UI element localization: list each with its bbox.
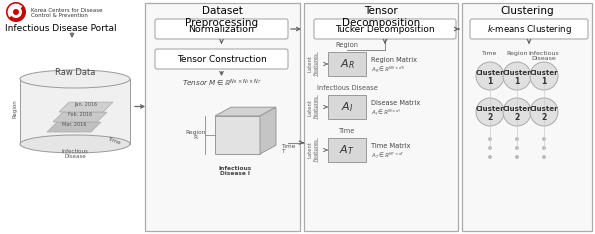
Text: $A_I \in \mathbb{R}^{N_I\times d_I}$: $A_I \in \mathbb{R}^{N_I\times d_I}$ xyxy=(371,108,401,118)
Text: Tensor $M \in \mathbb{R}^{N_R \times N_I \times N_T}$: Tensor $M \in \mathbb{R}^{N_R \times N_I… xyxy=(182,78,262,89)
Polygon shape xyxy=(215,107,276,116)
Text: Dataset
Preprocessing: Dataset Preprocessing xyxy=(186,6,259,28)
Circle shape xyxy=(515,155,519,159)
FancyBboxPatch shape xyxy=(155,49,288,69)
Text: 2: 2 xyxy=(514,113,519,121)
Text: Latent
Features: Latent Features xyxy=(308,139,318,161)
Text: 2: 2 xyxy=(541,113,547,121)
Text: Infectious
Disease: Infectious Disease xyxy=(528,51,559,61)
Polygon shape xyxy=(47,122,101,132)
Text: Time: Time xyxy=(483,51,497,56)
Circle shape xyxy=(13,9,19,15)
Text: Cluster: Cluster xyxy=(475,106,505,112)
FancyBboxPatch shape xyxy=(314,19,456,39)
Polygon shape xyxy=(53,112,107,122)
Text: 1: 1 xyxy=(541,77,547,85)
Circle shape xyxy=(515,146,519,150)
Text: Infectious Disease Portal: Infectious Disease Portal xyxy=(5,24,117,33)
Text: 2: 2 xyxy=(487,113,493,121)
Bar xyxy=(328,138,366,162)
Text: Region: Region xyxy=(12,99,17,118)
Polygon shape xyxy=(215,116,260,154)
Text: Feb. 2016: Feb. 2016 xyxy=(68,112,92,117)
Text: $A_R \in \mathbb{R}^{N_R\times d_R}$: $A_R \in \mathbb{R}^{N_R\times d_R}$ xyxy=(371,65,405,75)
Text: $A_R$: $A_R$ xyxy=(340,57,355,71)
Text: Region
R: Region R xyxy=(185,130,205,140)
Circle shape xyxy=(488,146,492,150)
Text: Clustering: Clustering xyxy=(500,6,554,16)
Text: Mar. 2016: Mar. 2016 xyxy=(62,122,86,127)
Circle shape xyxy=(515,137,519,141)
Text: Tensor Construction: Tensor Construction xyxy=(177,55,267,63)
Bar xyxy=(145,3,300,231)
Bar xyxy=(20,79,130,144)
Text: Jan. 2016: Jan. 2016 xyxy=(74,102,98,107)
FancyBboxPatch shape xyxy=(155,19,288,39)
Text: Time: Time xyxy=(339,128,355,134)
Text: Infectious Disease: Infectious Disease xyxy=(317,85,377,91)
Text: Korea Centers for Disease: Korea Centers for Disease xyxy=(31,8,102,13)
Circle shape xyxy=(542,155,546,159)
Text: Infectious
Disease I: Infectious Disease I xyxy=(218,166,252,176)
Circle shape xyxy=(503,62,531,90)
Text: Latent
Features: Latent Features xyxy=(308,53,318,75)
Circle shape xyxy=(503,98,531,126)
Circle shape xyxy=(476,62,504,90)
Text: Region Matrix: Region Matrix xyxy=(371,57,417,63)
Text: Cluster: Cluster xyxy=(503,106,531,112)
Text: Control & Prevention: Control & Prevention xyxy=(31,13,88,18)
Circle shape xyxy=(542,137,546,141)
Text: $A_T \in \mathbb{R}^{N_T\times d_T}$: $A_T \in \mathbb{R}^{N_T\times d_T}$ xyxy=(371,151,405,161)
Text: $A_T$: $A_T$ xyxy=(339,143,355,157)
Polygon shape xyxy=(59,102,113,112)
Text: Infectious
Disease: Infectious Disease xyxy=(61,149,89,159)
Text: Region: Region xyxy=(506,51,528,56)
Bar xyxy=(328,52,366,76)
Text: Cluster: Cluster xyxy=(530,70,558,76)
Bar xyxy=(328,95,366,119)
Text: Disease Matrix: Disease Matrix xyxy=(371,100,420,106)
Circle shape xyxy=(476,98,504,126)
Text: Tucker Decomposition: Tucker Decomposition xyxy=(335,25,435,33)
Text: Time: Time xyxy=(107,136,121,145)
Bar xyxy=(304,3,458,231)
Text: Time
T: Time T xyxy=(281,144,296,154)
Circle shape xyxy=(530,98,558,126)
Text: 1: 1 xyxy=(514,77,519,85)
Polygon shape xyxy=(260,107,276,154)
Text: Latent
Features: Latent Features xyxy=(308,95,318,118)
Circle shape xyxy=(488,155,492,159)
Text: Cluster: Cluster xyxy=(530,106,558,112)
Ellipse shape xyxy=(20,135,130,153)
Text: Normalization: Normalization xyxy=(189,25,255,33)
Text: $k$-means Clustering: $k$-means Clustering xyxy=(487,22,571,36)
Bar xyxy=(462,3,592,231)
Text: Cluster: Cluster xyxy=(475,70,505,76)
Text: Tensor
Decomposition: Tensor Decomposition xyxy=(342,6,420,28)
Circle shape xyxy=(10,6,22,18)
Text: 1: 1 xyxy=(487,77,493,85)
Ellipse shape xyxy=(20,70,130,88)
Circle shape xyxy=(488,137,492,141)
Text: $A_I$: $A_I$ xyxy=(341,100,353,114)
Text: Time Matrix: Time Matrix xyxy=(371,143,411,149)
FancyBboxPatch shape xyxy=(470,19,588,39)
Text: Region: Region xyxy=(336,42,359,48)
Text: Raw Data: Raw Data xyxy=(55,68,95,77)
Circle shape xyxy=(6,2,26,22)
Circle shape xyxy=(542,146,546,150)
Text: Cluster: Cluster xyxy=(503,70,531,76)
Circle shape xyxy=(530,62,558,90)
